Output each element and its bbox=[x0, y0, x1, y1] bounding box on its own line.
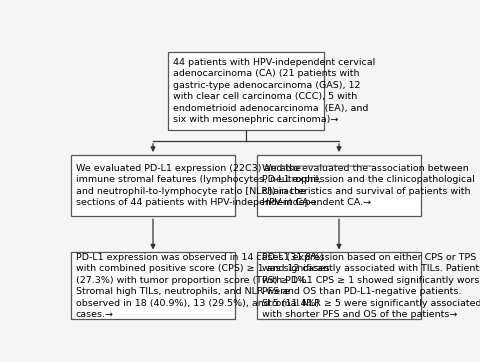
Text: 44 patients with HPV-independent cervical
adenocarcinoma (CA) (21 patients with
: 44 patients with HPV-independent cervica… bbox=[173, 58, 375, 124]
Text: PD-L1 expression was observed in 14 cases (31.8%)
with combined positive score (: PD-L1 expression was observed in 14 case… bbox=[76, 253, 329, 319]
FancyBboxPatch shape bbox=[257, 253, 421, 319]
FancyBboxPatch shape bbox=[257, 155, 421, 216]
FancyBboxPatch shape bbox=[71, 155, 235, 216]
Text: We evaluated PD-L1 expression (22C3) and the
immune stromal features (lymphocyte: We evaluated PD-L1 expression (22C3) and… bbox=[76, 164, 322, 207]
Text: PD-L1 expression based on either CPS or TPS
was significantly associated with TI: PD-L1 expression based on either CPS or … bbox=[262, 253, 480, 319]
FancyBboxPatch shape bbox=[168, 52, 324, 130]
Text: We also evaluated the association between
PD-L1 expression and the clinicopathol: We also evaluated the association betwee… bbox=[262, 164, 475, 207]
FancyBboxPatch shape bbox=[71, 253, 235, 319]
